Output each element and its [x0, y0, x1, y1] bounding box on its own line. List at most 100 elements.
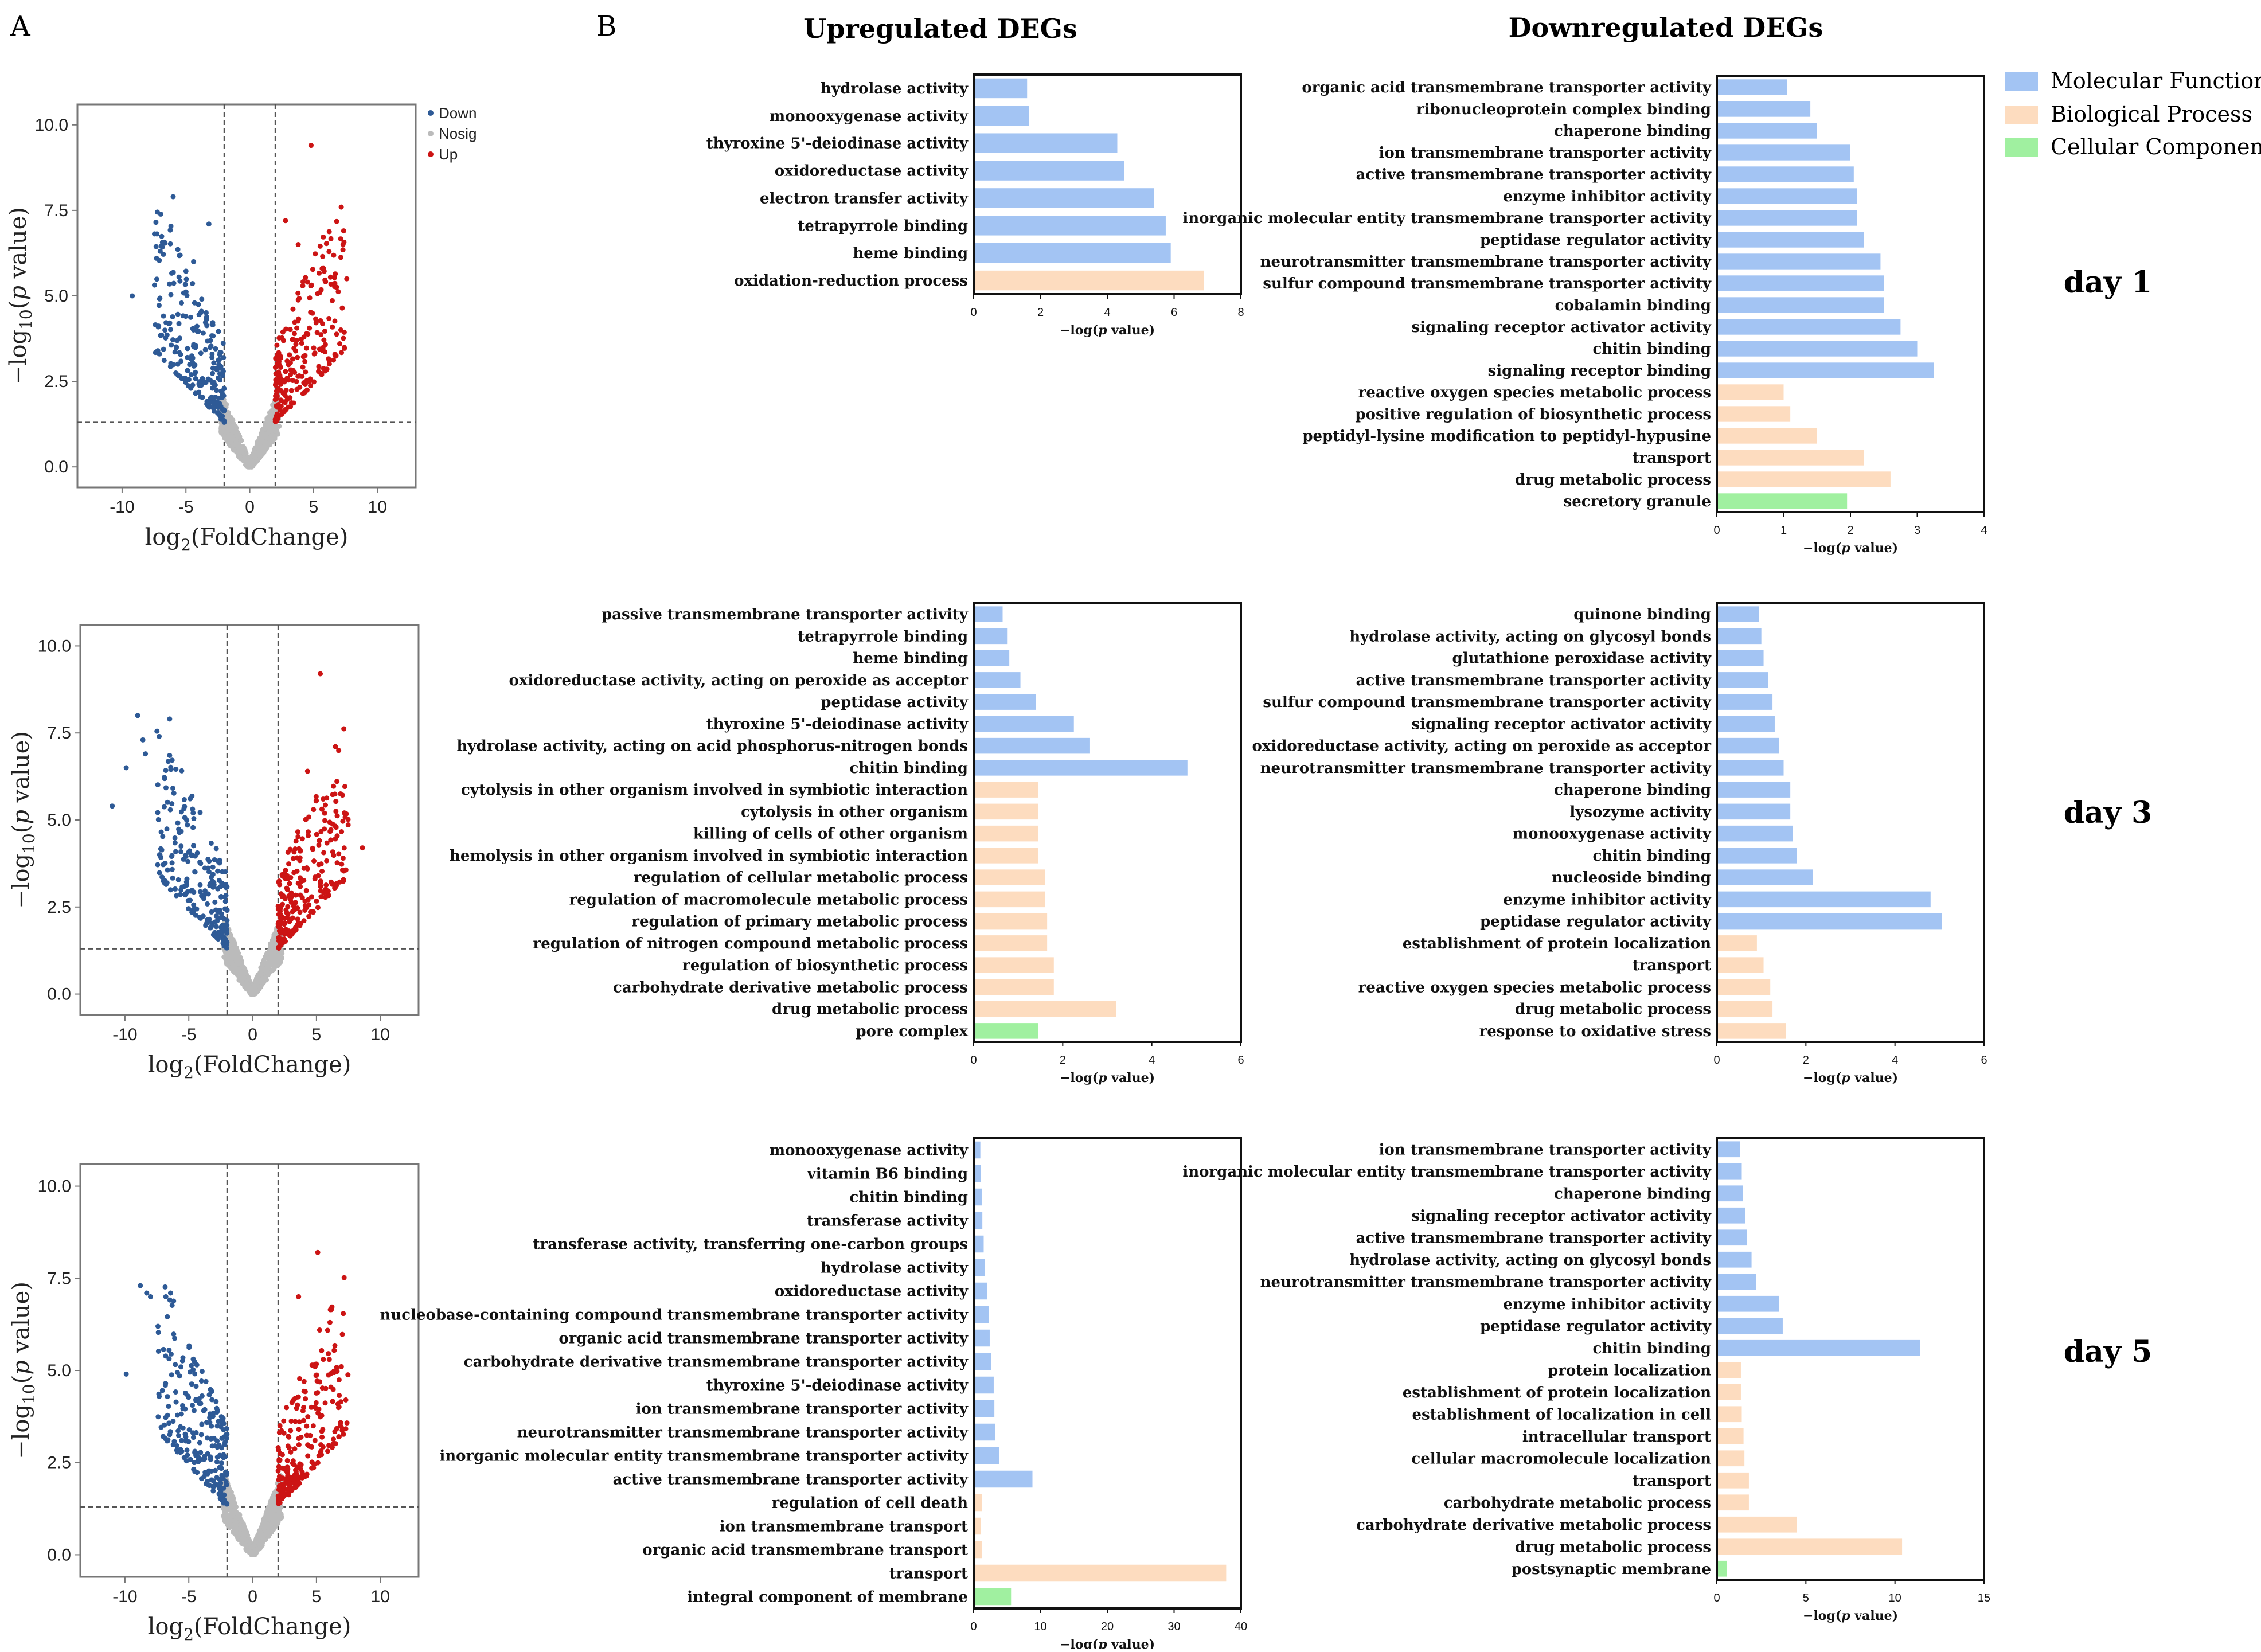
category-label: positive regulation of biosynthetic proc…: [1355, 406, 1711, 423]
bar: [974, 694, 1036, 710]
down-point: [178, 843, 184, 849]
down-point: [169, 866, 175, 872]
down-point: [193, 1452, 199, 1458]
bar: [1717, 275, 1884, 291]
down-point: [217, 350, 223, 356]
up-point: [312, 1438, 318, 1443]
down-point: [170, 1419, 176, 1424]
up-point: [288, 1428, 294, 1434]
down-point: [161, 862, 166, 868]
down-point: [221, 417, 227, 423]
category-label: peptidase activity: [821, 694, 969, 711]
up-point: [298, 879, 303, 885]
x-tick-label: 2: [1847, 524, 1853, 537]
bar: [1717, 694, 1773, 710]
down-point: [176, 274, 182, 280]
down-point: [186, 849, 192, 855]
up-point: [289, 1476, 295, 1482]
down-point: [212, 857, 217, 863]
up-point: [301, 1378, 307, 1384]
up-point: [321, 850, 327, 856]
category-label: inorganic molecular entity transmembrane…: [1182, 210, 1712, 227]
x-tick-label: 0: [1713, 1054, 1720, 1067]
bar: [974, 1541, 982, 1559]
up-point: [303, 275, 309, 280]
up-point: [317, 270, 322, 276]
x-tick-label: 2: [1037, 306, 1044, 319]
up-point: [335, 1401, 341, 1407]
down-point: [192, 1448, 198, 1454]
up-point: [290, 306, 296, 312]
up-point: [317, 838, 322, 843]
up-point: [304, 768, 310, 774]
down-point: [205, 1435, 210, 1441]
bar: [1717, 1339, 1920, 1356]
up-point: [290, 856, 296, 861]
down-point: [191, 259, 197, 264]
panel-a-label: A: [10, 10, 31, 42]
down-point: [178, 1424, 183, 1430]
up-point: [284, 910, 290, 916]
up-point: [301, 918, 307, 924]
down-point: [210, 404, 216, 410]
up-point: [301, 1417, 307, 1423]
nosig-point: [270, 1519, 276, 1525]
down-point: [170, 786, 176, 791]
bar: [1717, 1318, 1783, 1334]
bar: [1717, 782, 1791, 798]
bar: [974, 848, 1038, 864]
down-point: [167, 364, 173, 369]
down-point: [172, 835, 178, 841]
down-point: [110, 803, 115, 809]
down-point: [167, 1290, 173, 1296]
down-point: [216, 329, 221, 334]
x-tick-label: 10: [371, 1587, 390, 1606]
down-point: [185, 383, 191, 389]
up-point: [337, 1393, 342, 1399]
category-label: regulation of nitrogen compound metaboli…: [533, 935, 969, 952]
nosig-point: [262, 431, 268, 437]
up-point: [283, 868, 288, 873]
down-point: [196, 302, 201, 307]
category-label: thyroxine 5'-deiodinase activity: [706, 716, 969, 733]
category-label: transferase activity: [807, 1213, 969, 1230]
category-label: signaling receptor activator activity: [1411, 1208, 1711, 1225]
up-point: [322, 810, 327, 816]
down-point: [221, 355, 227, 361]
bar: [974, 1306, 989, 1323]
up-point: [281, 1418, 287, 1424]
up-point: [334, 860, 340, 866]
bar: [974, 1165, 981, 1182]
down-point: [184, 1447, 190, 1453]
down-point: [218, 1464, 224, 1470]
up-point: [320, 321, 326, 326]
up-point: [304, 865, 310, 871]
down-point: [206, 221, 212, 227]
down-point: [168, 1351, 174, 1357]
x-axis-title: −log(p value): [1060, 1637, 1155, 1649]
category-label: sulfur compound transmembrane transporte…: [1263, 275, 1712, 292]
down-point: [214, 366, 220, 372]
down-point: [188, 796, 193, 802]
down-point: [186, 1427, 192, 1433]
category-label: organic acid transmembrane transporter a…: [559, 1330, 969, 1348]
up-point: [303, 1396, 309, 1402]
down-point: [183, 268, 189, 274]
down-point: [212, 1443, 218, 1448]
category-label: monooxygenase activity: [1513, 826, 1712, 843]
up-point: [284, 1476, 290, 1482]
x-tick-label: 10: [1034, 1620, 1046, 1633]
down-point: [209, 394, 214, 400]
bar: [1717, 319, 1901, 335]
nosig-point: [268, 948, 274, 954]
down-point: [209, 1477, 214, 1483]
up-point: [332, 1342, 338, 1348]
up-point: [287, 846, 293, 852]
up-point: [295, 242, 301, 248]
down-point: [166, 1348, 172, 1353]
nosig-point: [222, 1509, 228, 1514]
bar: [974, 935, 1048, 951]
up-point: [308, 310, 314, 315]
category-label: chitin binding: [1592, 848, 1711, 865]
up-point: [296, 1419, 302, 1425]
